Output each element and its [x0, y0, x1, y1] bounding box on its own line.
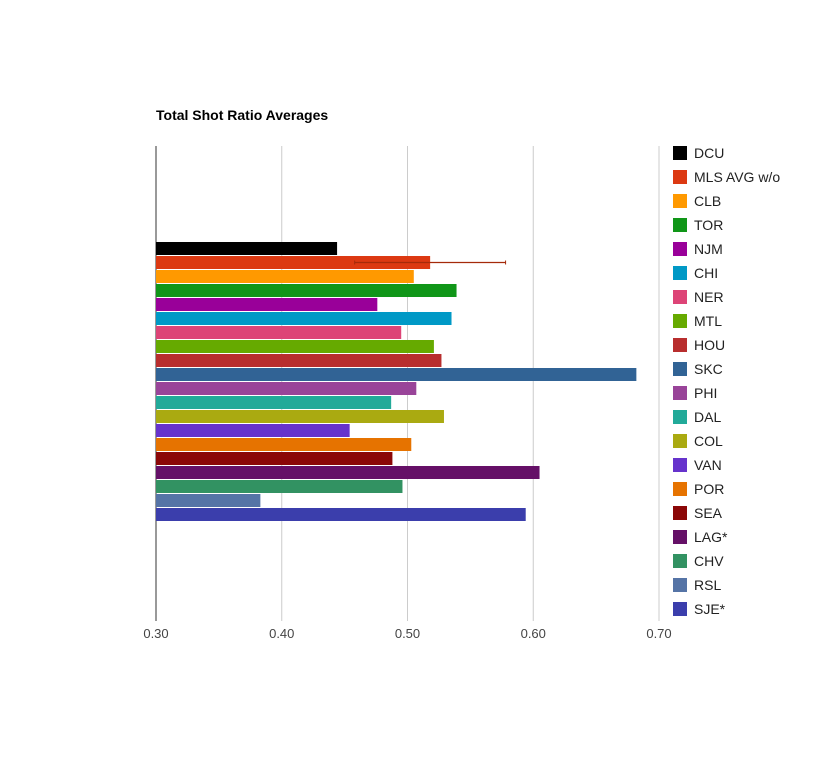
- chart-title: Total Shot Ratio Averages: [156, 107, 328, 123]
- legend-swatch: [673, 482, 687, 496]
- bar-lag: [156, 466, 540, 479]
- legend-label: NJM: [694, 241, 723, 257]
- legend-label: CLB: [694, 193, 721, 209]
- legend-label: HOU: [694, 337, 725, 353]
- bar-sea: [156, 452, 393, 465]
- bar-njm: [156, 298, 378, 311]
- legend-label: DCU: [694, 145, 724, 161]
- legend-swatch: [673, 314, 687, 328]
- bar-rsl: [156, 494, 261, 507]
- legend-swatch: [673, 194, 687, 208]
- bar-tor: [156, 284, 457, 297]
- x-tick-label: 0.70: [646, 626, 671, 641]
- legend-swatch: [673, 362, 687, 376]
- legend-swatch: [673, 218, 687, 232]
- legend-label: DAL: [694, 409, 721, 425]
- legend-label: VAN: [694, 457, 722, 473]
- bar-dal: [156, 396, 392, 409]
- bar-chi: [156, 312, 452, 325]
- legend-swatch: [673, 554, 687, 568]
- legend-label: LAG*: [694, 529, 728, 545]
- legend-swatch: [673, 602, 687, 616]
- legend-label: RSL: [694, 577, 721, 593]
- bar-skc: [156, 368, 637, 381]
- x-tick-label: 0.60: [521, 626, 546, 641]
- x-tick-label: 0.50: [395, 626, 420, 641]
- bar-por: [156, 438, 412, 451]
- legend-label: PHI: [694, 385, 717, 401]
- legend-swatch: [673, 530, 687, 544]
- legend-label: NER: [694, 289, 724, 305]
- legend-label: MLS AVG w/o: [694, 169, 780, 185]
- legend-label: TOR: [694, 217, 723, 233]
- bar-sje: [156, 508, 526, 521]
- legend-swatch: [673, 386, 687, 400]
- bar-van: [156, 424, 350, 437]
- legend-swatch: [673, 434, 687, 448]
- legend-swatch: [673, 458, 687, 472]
- legend-swatch: [673, 266, 687, 280]
- bar-clb: [156, 270, 414, 283]
- legend-label: MTL: [694, 313, 722, 329]
- legend-label: SEA: [694, 505, 723, 521]
- bar-hou: [156, 354, 442, 367]
- x-tick-label: 0.30: [143, 626, 168, 641]
- legend-label: SKC: [694, 361, 723, 377]
- legend-swatch: [673, 506, 687, 520]
- legend-swatch: [673, 338, 687, 352]
- legend-label: COL: [694, 433, 723, 449]
- bar-mlsavgwo: [156, 256, 431, 269]
- legend-label: CHV: [694, 553, 724, 569]
- legend-label: SJE*: [694, 601, 726, 617]
- legend-swatch: [673, 290, 687, 304]
- legend-swatch: [673, 170, 687, 184]
- bar-col: [156, 410, 444, 423]
- x-tick-label: 0.40: [269, 626, 294, 641]
- legend-label: POR: [694, 481, 724, 497]
- legend-swatch: [673, 242, 687, 256]
- bar-dcu: [156, 242, 338, 255]
- bar-phi: [156, 382, 417, 395]
- legend-swatch: [673, 146, 687, 160]
- legend-swatch: [673, 578, 687, 592]
- legend-label: CHI: [694, 265, 718, 281]
- bar-chv: [156, 480, 403, 493]
- bar-ner: [156, 326, 402, 339]
- bar-mtl: [156, 340, 434, 353]
- legend-swatch: [673, 410, 687, 424]
